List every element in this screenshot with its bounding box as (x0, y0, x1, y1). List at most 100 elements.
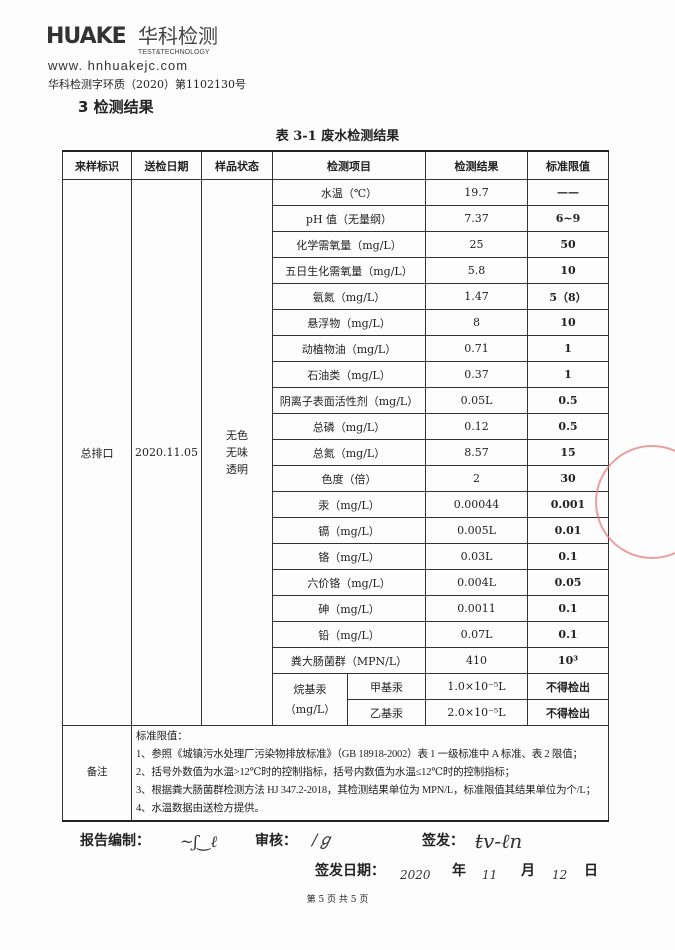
note-line: 2、括号外数值为水温>12℃时的控制指标，括号内数值为水温≤12℃时的控制指标； (136, 767, 515, 778)
review-label: 审核： (255, 833, 297, 849)
group-label-cell: 烷基汞 （mg/L） (272, 673, 348, 726)
column-header: 检测项目 (272, 150, 426, 180)
result-cell: 5.8 (425, 257, 528, 284)
limit-cell: 0.1 (527, 543, 609, 570)
limit-cell: 50 (527, 231, 609, 258)
reviewer-signature: /ℊ (312, 830, 334, 849)
limit-cell: 0.1 (527, 595, 609, 622)
table-row: 砷（mg/L） 0.0011 0.1 (63, 595, 609, 622)
state-line: 无味 (226, 446, 248, 459)
note-line: 4、水温数据由送检方提供。 (136, 803, 265, 814)
company-url: www. hnhuakejc.com (48, 58, 189, 73)
month-handwritten: 11 (482, 868, 498, 882)
table-row: 粪大肠菌群（MPN/L） 410 10³ (63, 647, 609, 674)
page-number: 第 5 页 共 5 页 (306, 895, 369, 905)
item-cell: 色度（倍） (272, 465, 426, 492)
note-line: 1、参照《城镇污水处理厂污染物排放标准》（GB 18918-2002）表 1 一… (136, 749, 583, 760)
item-cell: 砷（mg/L） (272, 595, 426, 622)
result-cell: 0.37 (425, 361, 528, 388)
group-unit: （mg/L） (284, 702, 336, 716)
item-cell: 六价铬（mg/L） (272, 569, 426, 596)
day-handwritten: 12 (552, 868, 568, 882)
date-cell: 2020.11.05 (131, 179, 202, 726)
result-cell: 19.7 (425, 179, 528, 206)
limit-cell: 0.1 (527, 621, 609, 648)
section-title: 3 检测结果 (78, 98, 154, 116)
limit-cell: 0.5 (527, 387, 609, 414)
year-handwritten: 2020 (400, 868, 431, 882)
limit-cell: 1 (527, 335, 609, 362)
item-cell: 甲基汞 (347, 673, 426, 700)
note-line: 标准限值： (136, 731, 188, 742)
column-header: 送检日期 (131, 150, 202, 180)
result-cell: 25 (425, 231, 528, 258)
table-row: 石油类（mg/L） 0.37 1 (63, 361, 609, 388)
table-row: 镉（mg/L） 0.005L 0.01 (63, 517, 609, 544)
item-cell: 乙基汞 (347, 699, 426, 726)
column-header: 来样标识 (62, 150, 132, 180)
day-label: 日 (584, 863, 598, 879)
sample-state-cell: 无色 无味 透明 (201, 179, 273, 726)
limit-cell: 10 (527, 309, 609, 336)
result-cell: 2 (425, 465, 528, 492)
result-cell: 1.47 (425, 283, 528, 310)
result-cell: 0.005L (425, 517, 528, 544)
document-number: 华科检测字环质（2020）第1102130号 (48, 78, 246, 91)
result-cell: 8.57 (425, 439, 528, 466)
item-cell: 悬浮物（mg/L） (272, 309, 426, 336)
report-body: 来样标识 送检日期 样品状态 检测项目 检测结果 标准限值 总排口 2020.11.05 无色… (62, 150, 609, 920)
table-row: 烷基汞 （mg/L） 甲基汞 1.0×10⁻⁵L 不得检出 (63, 673, 609, 726)
sample-id-cell: 总排口 (62, 179, 132, 726)
limit-cell: 15 (527, 439, 609, 466)
result-cell: 0.12 (425, 413, 528, 440)
limit-cell: 0.01 (527, 517, 609, 544)
issue-label: 签发： (422, 833, 464, 849)
state-line: 无色 (226, 429, 248, 442)
table-row: pH 值（无量纲） 7.37 6~9 (63, 205, 609, 232)
logo-mark: HUAKE (46, 24, 127, 49)
item-cell: 五日生化需氧量（mg/L） (272, 257, 426, 284)
item-cell: 粪大肠菌群（MPN/L） (272, 647, 426, 674)
limit-cell: 1 (527, 361, 609, 388)
item-cell: 总氮（mg/L） (272, 439, 426, 466)
item-cell: 氨氮（mg/L） (272, 283, 426, 310)
table-row: 铬（mg/L） 0.03L 0.1 (63, 543, 609, 570)
table-caption: 表 3-1 废水检测结果 (275, 129, 400, 144)
result-cell: 2.0×10⁻⁵L (425, 699, 528, 726)
limit-cell: 6~9 (527, 205, 609, 232)
result-cell: 0.05L (425, 387, 528, 414)
limit-cell: 不得检出 (527, 673, 609, 700)
result-cell: 410 (425, 647, 528, 674)
item-cell: 镉（mg/L） (272, 517, 426, 544)
item-cell: 总磷（mg/L） (272, 413, 426, 440)
state-line: 透明 (226, 463, 248, 476)
logo-chinese: 华科检测 (138, 24, 218, 48)
result-cell: 8 (425, 309, 528, 336)
result-cell: 1.0×10⁻⁵L (425, 673, 528, 700)
item-cell: 铬（mg/L） (272, 543, 426, 570)
table-row: 乙基汞 2.0×10⁻⁵L 不得检出 (63, 699, 609, 726)
notes-content: 标准限值： 1、参照《城镇污水处理厂污染物排放标准》（GB 18918-2002）… (131, 725, 609, 822)
issue-date-label: 签发日期： (315, 863, 385, 879)
item-cell: 铅（mg/L） (272, 621, 426, 648)
compiler-signature: ~ʃ‿ℓ (180, 832, 218, 851)
limit-cell: 5（8） (527, 283, 609, 310)
column-header: 标准限值 (527, 150, 609, 180)
signature-footer: 报告编制： ~ʃ‿ℓ 审核： /ℊ 签发： ŧv-ℓn 签发日期： 2020 年… (0, 830, 675, 920)
item-cell: 水温（℃） (272, 179, 426, 206)
column-header: 样品状态 (201, 150, 273, 180)
group-label: 烷基汞 (293, 682, 327, 696)
company-logo: HUAKE 华科检测 TEST&TECHNOLOGY (46, 24, 296, 56)
table-row: 六价铬（mg/L） 0.004L 0.05 (63, 569, 609, 596)
notes-row: 备注 标准限值： 1、参照《城镇污水处理厂污染物排放标准》（GB 18918-20… (62, 725, 609, 822)
result-cell: 0.00044 (425, 491, 528, 518)
limit-cell: 不得检出 (527, 699, 609, 726)
limit-cell: 0.5 (527, 413, 609, 440)
limit-cell: 0.05 (527, 569, 609, 596)
item-cell: 动植物油（mg/L） (272, 335, 426, 362)
item-cell: 汞（mg/L） (272, 491, 426, 518)
logo-english: TEST&TECHNOLOGY (138, 49, 210, 56)
result-cell: 0.07L (425, 621, 528, 648)
item-cell: 阴离子表面活性剂（mg/L） (272, 387, 426, 414)
